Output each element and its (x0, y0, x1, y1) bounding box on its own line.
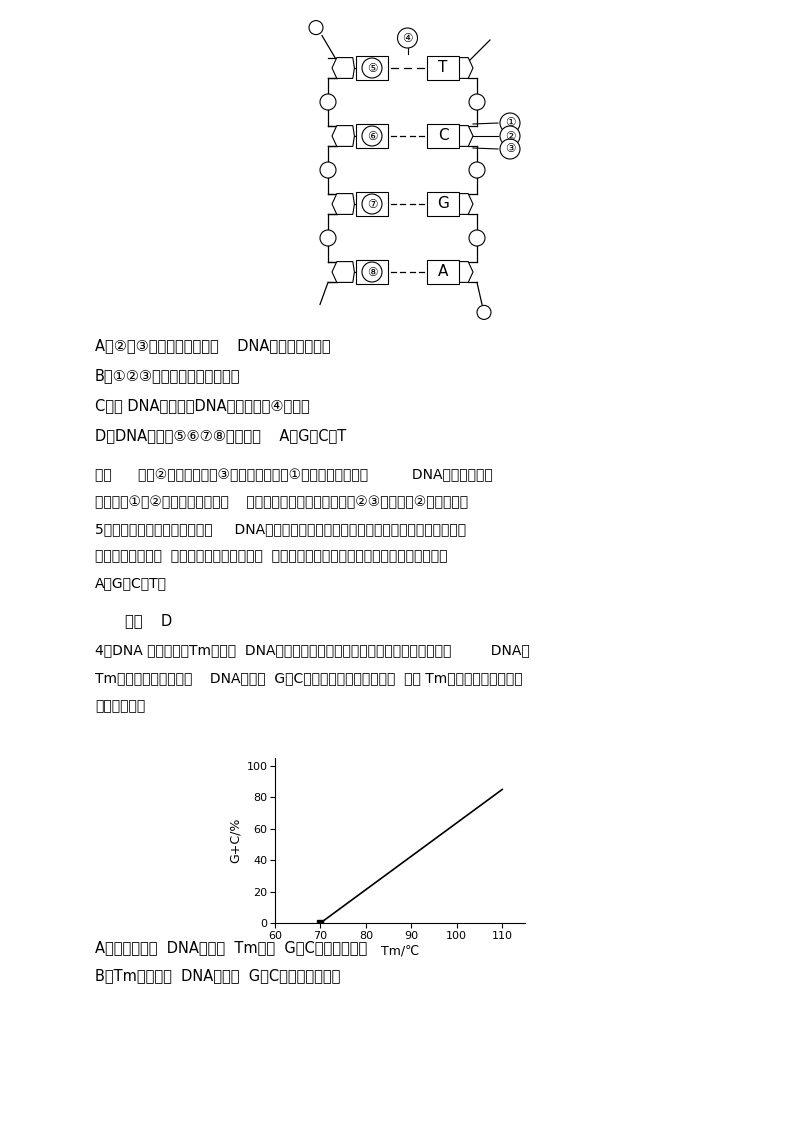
Circle shape (398, 28, 418, 48)
Text: B．Tm值相同的  DNA分了中  G＋C数量有可能不同: B．Tm值相同的 DNA分了中 G＋C数量有可能不同 (95, 968, 340, 983)
Bar (427, 259, 459, 284)
Circle shape (500, 113, 520, 133)
Text: 解析      图中②是脱氧核糖，③是胞嘧啶碱基，①是磷酸基团，构成          DNA分子基本骨架: 解析 图中②是脱氧核糖，③是胞嘧啶碱基，①是磷酸基团，构成 DNA分子基本骨架 (95, 468, 493, 482)
Text: ⑥: ⑥ (366, 129, 378, 143)
Circle shape (362, 58, 382, 78)
Text: D．DNA分子中⑤⑥⑦⑧依次代表    A、G、C、T: D．DNA分子中⑤⑥⑦⑧依次代表 A、G、C、T (95, 428, 346, 443)
Text: ①: ① (505, 117, 515, 129)
Circle shape (500, 139, 520, 159)
Polygon shape (332, 262, 354, 282)
Circle shape (362, 194, 382, 214)
Text: T: T (438, 60, 448, 76)
Text: C: C (438, 128, 448, 144)
Text: A、G、C、T。: A、G、C、T。 (95, 576, 167, 590)
Text: ②: ② (505, 129, 515, 143)
Text: 4．DNA 熔解温度（Tm）是使  DNA双螺旋结构解开一半时所需要的温度，不同种类         DNA的: 4．DNA 熔解温度（Tm）是使 DNA双螺旋结构解开一半时所需要的温度，不同种… (95, 644, 530, 657)
Text: A．②和③相间排列，构成了    DNA分子的基本骨架: A．②和③相间排列，构成了 DNA分子的基本骨架 (95, 338, 330, 353)
Text: ③: ③ (505, 143, 515, 155)
Bar (356, 56, 388, 80)
Text: 述不正确的是: 述不正确的是 (95, 699, 146, 713)
Polygon shape (450, 126, 473, 146)
Text: ④: ④ (402, 32, 413, 44)
Circle shape (469, 230, 485, 246)
Text: 补配对即可形成；  根据碱基互补配对原则，  与图中右侧链上碱基自上而下配对的碱基分别为: 补配对即可形成； 根据碱基互补配对原则， 与图中右侧链上碱基自上而下配对的碱基分… (95, 550, 447, 563)
Circle shape (500, 126, 520, 146)
Circle shape (320, 230, 336, 246)
Polygon shape (332, 126, 354, 146)
Circle shape (309, 20, 323, 35)
Bar (427, 123, 459, 148)
Circle shape (469, 94, 485, 110)
Circle shape (320, 162, 336, 178)
Text: ⑤: ⑤ (366, 61, 378, 75)
Polygon shape (450, 194, 473, 214)
Circle shape (320, 94, 336, 110)
Polygon shape (332, 194, 354, 214)
Bar (356, 259, 388, 284)
X-axis label: Tm/℃: Tm/℃ (381, 945, 419, 957)
Text: A: A (438, 264, 448, 280)
Polygon shape (332, 58, 354, 78)
Text: A．一般地说，  DNA分子的  Tm值与  G＋C含量呈正相关: A．一般地说， DNA分子的 Tm值与 G＋C含量呈正相关 (95, 940, 367, 955)
Text: G: G (437, 196, 449, 212)
Bar (427, 191, 459, 216)
Bar (356, 123, 388, 148)
Text: B．①②③构成胞嘧啶脱氧核苷酸: B．①②③构成胞嘧啶脱氧核苷酸 (95, 368, 241, 383)
Text: Tm值不同。下图表示的    DNA分子中  G＋C含量（占全部碱基的比例  ）与 Tm的关系。下列有关叙: Tm值不同。下图表示的 DNA分子中 G＋C含量（占全部碱基的比例 ）与 Tm的… (95, 671, 522, 685)
Text: ⑦: ⑦ (366, 197, 378, 211)
Circle shape (477, 306, 491, 320)
Polygon shape (450, 262, 473, 282)
Circle shape (469, 162, 485, 178)
Circle shape (362, 262, 382, 282)
Text: 的是图中①与②交替连接而成的；    构成图中胞嘧啶脱氧核苷酸是②③及连接在②脱氧核糖的: 的是图中①与②交替连接而成的； 构成图中胞嘧啶脱氧核苷酸是②③及连接在②脱氧核糖… (95, 495, 468, 509)
Polygon shape (450, 58, 473, 78)
Text: C．当 DNA复制时，DNA连接酶催化④的形成: C．当 DNA复制时，DNA连接酶催化④的形成 (95, 398, 310, 414)
Circle shape (362, 126, 382, 146)
Bar (356, 191, 388, 216)
Text: 答案    D: 答案 D (125, 613, 172, 628)
Bar (427, 56, 459, 80)
Text: ⑧: ⑧ (366, 265, 378, 279)
Text: 5号碳原子上连着的磷酸基团；     DNA复制时，碱基对之间氢键形成不需酶催化，通过碱基互: 5号碳原子上连着的磷酸基团； DNA复制时，碱基对之间氢键形成不需酶催化，通过碱… (95, 522, 466, 536)
Y-axis label: G+C/%: G+C/% (229, 818, 242, 863)
